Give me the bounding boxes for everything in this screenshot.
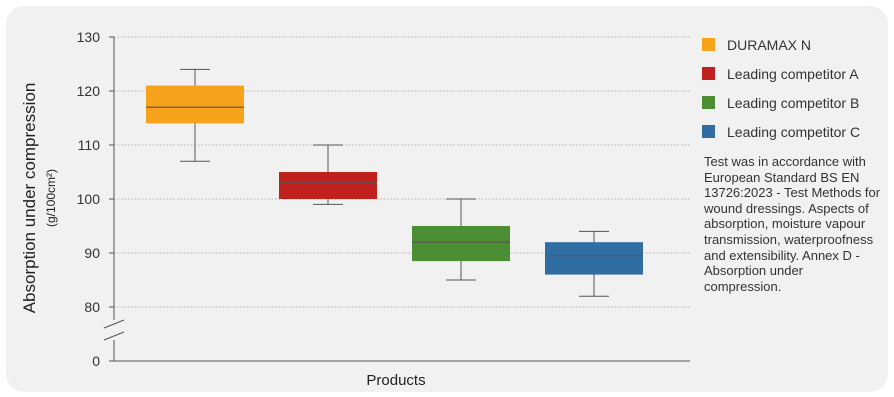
y-tick-label: 90 <box>84 245 100 261</box>
box-iqr <box>279 172 377 199</box>
legend-item-competitor-b: Leading competitor B <box>702 88 882 117</box>
x-axis-title: Products <box>366 372 425 389</box>
legend-swatch <box>702 125 715 138</box>
axes <box>103 37 690 362</box>
y-tick-label: 120 <box>77 83 101 99</box>
box-iqr <box>545 242 643 275</box>
legend-item-duramax-n: DURAMAX N <box>702 30 882 59</box>
box-3 <box>412 198 510 281</box>
boxes <box>146 68 643 297</box>
legend-label: Leading competitor A <box>727 65 859 82</box>
box-4 <box>545 230 643 297</box>
test-note: Test was in accordance with European Sta… <box>704 154 881 294</box>
y-tick-label: 100 <box>77 191 101 207</box>
y-ticks: 0 80 90 100 110 120 130 <box>77 29 114 369</box>
y-tick-label: 0 <box>92 353 100 369</box>
legend-swatch <box>702 67 715 80</box>
legend-label: Leading competitor B <box>727 94 860 111</box>
gridlines <box>114 36 690 308</box>
legend: DURAMAX N Leading competitor A Leading c… <box>702 30 882 146</box>
y-axis-title: Absorption under compression <box>20 83 39 314</box>
legend-item-competitor-a: Leading competitor A <box>702 59 882 88</box>
box-iqr <box>146 85 244 124</box>
box-2 <box>279 144 377 205</box>
y-tick-label: 110 <box>78 137 101 153</box>
legend-label: DURAMAX N <box>727 36 812 53</box>
box-iqr <box>412 226 510 262</box>
y-tick-label: 130 <box>77 29 101 45</box>
legend-item-competitor-c: Leading competitor C <box>702 117 882 146</box>
box-1 <box>146 68 244 162</box>
axis-break-marker <box>103 319 125 341</box>
legend-label: Leading competitor C <box>727 123 861 140</box>
y-axis-unit: (g/100cm²) <box>44 169 58 227</box>
y-tick-label: 80 <box>84 299 100 315</box>
legend-swatch <box>702 96 715 109</box>
legend-swatch <box>702 38 715 51</box>
